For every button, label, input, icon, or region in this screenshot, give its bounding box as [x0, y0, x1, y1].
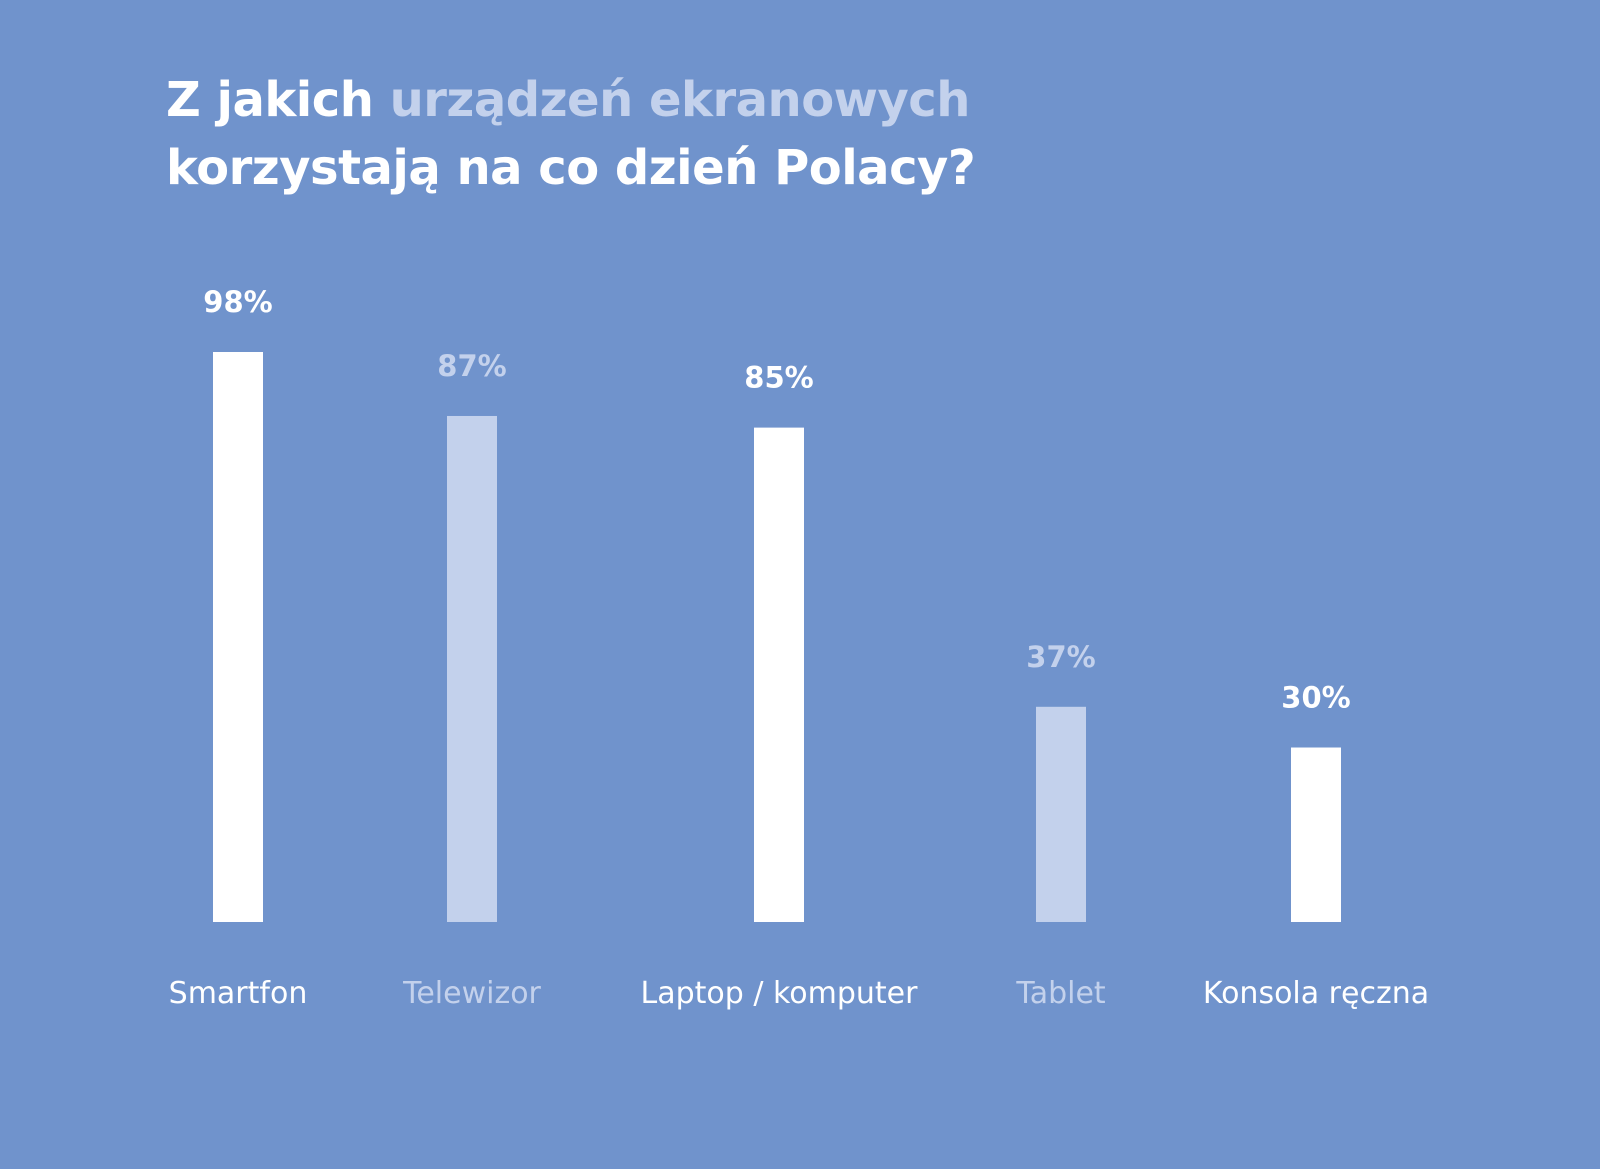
category-label: Smartfon: [169, 976, 308, 1011]
value-label: 30%: [1281, 681, 1350, 715]
title-line-2: korzystają na co dzień Polacy?: [166, 140, 976, 196]
title-highlight: urządzeń ekranowych: [389, 72, 971, 128]
bar-tablet: [1036, 706, 1086, 922]
bar-smartfon: [213, 352, 263, 922]
category-label: Tablet: [1015, 976, 1106, 1011]
value-label: 85%: [744, 361, 813, 395]
chart-title: Z jakich urządzeń ekranowych korzystają …: [166, 66, 976, 202]
category-label: Laptop / komputer: [641, 976, 919, 1011]
bar-laptop-komputer: [754, 427, 804, 922]
category-label: Konsola ręczna: [1203, 976, 1429, 1011]
value-label: 37%: [1026, 640, 1095, 674]
bar-konsola-ręczna: [1291, 747, 1341, 922]
title-line-1: Z jakich urządzeń ekranowych: [166, 66, 975, 134]
value-label: 87%: [437, 349, 506, 383]
title-part-1: Z jakich: [166, 72, 390, 128]
value-label: 98%: [203, 285, 272, 319]
category-label: Telewizor: [402, 976, 541, 1011]
bar-telewizor: [447, 415, 497, 922]
